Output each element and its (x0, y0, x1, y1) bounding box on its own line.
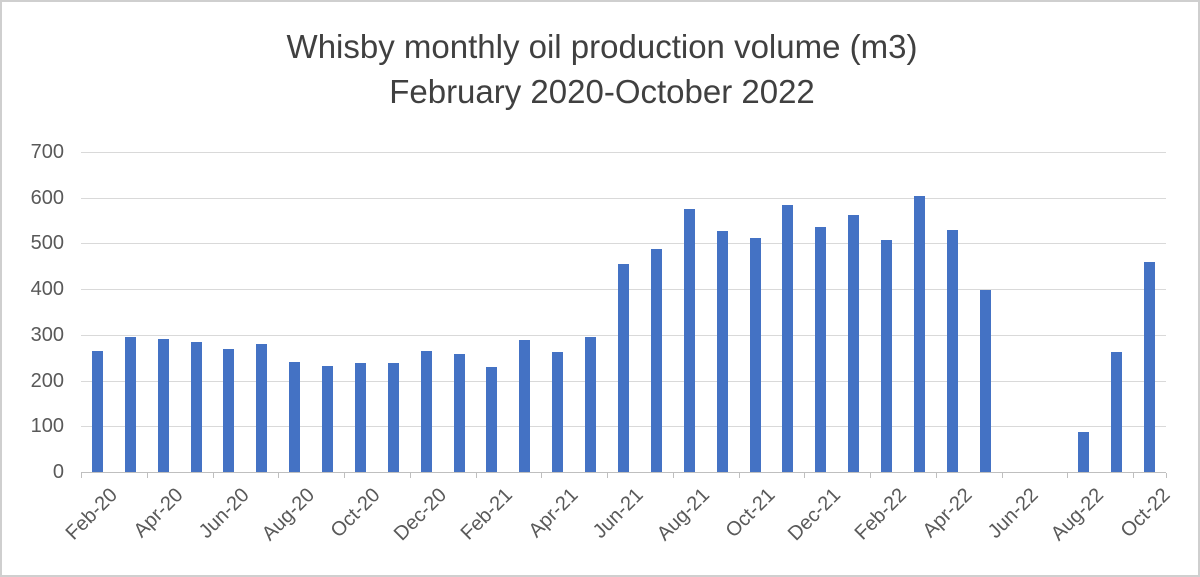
x-axis-tick (344, 473, 346, 478)
bar-Feb-22 (881, 240, 893, 472)
bar-May-21 (585, 336, 597, 472)
y-axis-label-700: 700 (30, 141, 64, 163)
x-axis-tick (935, 473, 937, 478)
x-axis-tick (870, 473, 872, 478)
y-axis-label-0: 0 (52, 461, 64, 483)
y-axis-label-200: 200 (30, 369, 64, 392)
x-axis-label-Aug-20: Aug-20 (258, 484, 320, 546)
bar-Nov-21 (782, 204, 794, 472)
x-axis-tick (1133, 473, 1135, 478)
bar-Mar-21 (519, 340, 531, 472)
gridline-600 (81, 197, 1166, 199)
x-axis-label-Feb-21: Feb-21 (456, 484, 517, 545)
gridline-700 (81, 152, 1166, 153)
x-axis-tick (475, 473, 477, 478)
x-axis-tick (738, 473, 740, 478)
chart-title-line2: February 2020-October 2022 (389, 73, 815, 110)
x-axis-tick (804, 473, 806, 478)
bar-Aug-22 (1078, 431, 1090, 472)
bar-Jan-21 (453, 354, 465, 472)
bar-Mar-20 (124, 337, 136, 472)
x-axis-tick (1166, 473, 1167, 478)
chart-title-line1: Whisby monthly oil production volume (m3… (286, 28, 918, 65)
x-axis-label-Apr-21: Apr-21 (524, 484, 583, 543)
x-axis-label-Jun-21: Jun-21 (589, 484, 649, 543)
bar-Aug-20 (289, 362, 301, 472)
x-axis-label-Jun-20: Jun-20 (194, 484, 254, 543)
x-axis-label-Feb-22: Feb-22 (850, 484, 912, 545)
x-axis-label-Oct-22: Oct-22 (1116, 484, 1175, 543)
x-axis-label-Apr-20: Apr-20 (129, 484, 188, 543)
y-axis-label-600: 600 (30, 186, 64, 209)
bar-Apr-20 (157, 339, 169, 472)
x-axis-tick (81, 473, 82, 478)
x-axis-tick (607, 473, 609, 478)
bar-Feb-20 (91, 350, 103, 472)
x-axis-tick (1001, 473, 1003, 478)
bar-Dec-20 (420, 350, 432, 472)
x-axis-label-Dec-20: Dec-20 (389, 484, 451, 546)
bar-Sep-20 (322, 365, 334, 472)
x-axis-tick (672, 473, 674, 478)
y-axis-label-500: 500 (30, 232, 64, 255)
bar-Jul-20 (256, 344, 268, 472)
bar-May-20 (190, 341, 202, 472)
bar-Apr-21 (552, 351, 564, 472)
x-axis-line (81, 472, 1166, 473)
bar-Aug-21 (683, 209, 695, 472)
bar-Oct-20 (354, 363, 366, 472)
bar-Oct-22 (1144, 261, 1156, 472)
y-axis-label-100: 100 (30, 415, 64, 438)
bar-Nov-20 (387, 363, 399, 472)
y-axis-label-400: 400 (30, 278, 64, 301)
x-axis-tick (409, 473, 411, 478)
x-axis-tick (278, 473, 280, 478)
x-axis-tick (1067, 473, 1069, 478)
bar-Sep-22 (1111, 352, 1123, 472)
x-axis-label-Oct-20: Oct-20 (327, 484, 386, 543)
x-axis-tick (146, 473, 148, 478)
gridline-500 (81, 243, 1166, 245)
bar-Apr-22 (946, 229, 958, 472)
bar-Sep-21 (716, 231, 728, 472)
bar-Feb-21 (486, 366, 498, 472)
bar-Jun-21 (618, 264, 629, 472)
x-axis-tick (212, 473, 214, 478)
bar-Jun-20 (223, 348, 235, 472)
bar-Jan-22 (848, 215, 860, 472)
chart-title: Whisby monthly oil production volume (m3… (2, 24, 1198, 114)
x-axis-label-Jun-22: Jun-22 (983, 484, 1043, 543)
bar-Jul-21 (650, 249, 662, 472)
x-axis-label-Oct-21: Oct-21 (721, 484, 780, 543)
x-axis-label-Dec-21: Dec-21 (784, 484, 846, 546)
x-axis-label-Feb-20: Feb-20 (61, 484, 123, 545)
x-axis-label-Apr-22: Apr-22 (918, 484, 977, 543)
bar-May-22 (979, 290, 991, 472)
bar-Dec-21 (815, 227, 827, 472)
bar-Oct-21 (749, 237, 761, 472)
y-axis-label-300: 300 (30, 323, 64, 346)
x-axis-tick (541, 473, 543, 478)
x-axis-label-Aug-21: Aug-21 (652, 484, 714, 546)
bar-Mar-22 (913, 196, 925, 472)
x-axis-label-Aug-22: Aug-22 (1047, 484, 1109, 546)
